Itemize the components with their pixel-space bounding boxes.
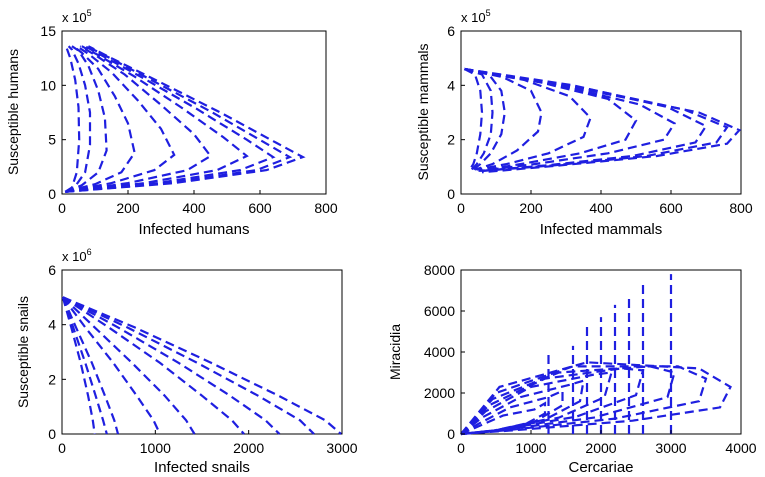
series-line-4 [464,67,543,171]
axes-box [460,269,742,435]
y-tick-label: 4 [447,77,455,93]
x-tick-label: 0 [457,440,465,456]
series-line-4 [65,45,136,193]
y-ticks: 0 5 10 15 [40,23,66,202]
y-tick-label: 4000 [424,344,455,360]
series-line-3 [464,67,506,171]
series-line-10 [464,67,742,174]
series-line-10 [65,45,306,193]
y-ticks: 0 2 4 6 [48,262,66,442]
y-tick-label: 0 [447,186,455,202]
x-tick-label: 0 [58,440,66,456]
series-line-9 [62,296,342,435]
x-tick-label: 400 [182,200,206,216]
multiplier-label: x 105 [461,8,491,25]
x-tick-label: 2000 [233,440,264,456]
y-tick-label: 4 [48,317,56,333]
series-group [463,67,742,174]
x-tick-label: 600 [248,200,272,216]
x-tick-label: 2000 [585,440,616,456]
series-line-2 [64,45,92,193]
x-tick-label: 400 [589,200,613,216]
series-line-9 [464,67,729,172]
y-tick-label: 8000 [424,262,455,278]
x-ticks: 0 1000 2000 3000 [58,430,358,456]
panel-miracidia-vs-cercariae: 0 1000 2000 3000 4000 0 2000 4000 6000 8000 Cerc… [387,262,757,476]
y-axis-label: Susceptible snails [15,296,31,408]
series-line-8 [464,67,708,172]
x-tick-label: 200 [519,200,543,216]
x-tick-label: 0 [58,200,66,216]
y-axis-label: Susceptible mammals [415,44,431,181]
x-axis-label: Infected mammals [540,221,663,238]
axes-box [61,269,343,435]
series-group [460,274,732,436]
x-tick-label: 600 [659,200,683,216]
y-tick-label: 6000 [424,303,455,319]
x-tick-label: 3000 [326,440,357,456]
y-tick-label: 15 [40,23,56,39]
series-line-2 [464,67,494,171]
x-tick-label: 800 [314,200,338,216]
series-line-3 [460,379,585,436]
panel-susceptible-vs-infected-humans: 0 200 400 600 800 0 5 10 15 x 105 Infected huma… [5,8,338,238]
x-axis-label: Cercariae [568,459,633,476]
y-tick-label: 0 [48,426,56,442]
series-line-1 [61,297,96,435]
x-tick-label: 1000 [140,440,171,456]
y-tick-label: 6 [48,262,56,278]
series-line-3 [64,45,108,193]
x-ticks: 0 1000 2000 3000 4000 [457,430,757,456]
series-line-2 [61,296,108,435]
y-axis-label: Susceptible humans [5,49,21,175]
series-line-7 [460,365,708,436]
series-line-5 [65,45,176,193]
y-tick-label: 2000 [424,385,455,401]
x-tick-label: 4000 [725,440,756,456]
series-line-8 [62,296,315,435]
y-tick-label: 5 [48,132,56,148]
series-line-6 [62,296,245,435]
series-group [64,45,306,193]
multiplier-label: x 105 [62,8,92,25]
y-tick-label: 0 [48,186,56,202]
series-line-7 [62,296,281,435]
panel-susceptible-vs-infected-snails: 0 1000 2000 3000 0 2 4 6 x 106 Infected snails… [15,247,358,476]
y-ticks: 0 2 4 6 [447,23,465,202]
x-tick-label: 0 [457,200,465,216]
x-tick-label: 200 [116,200,140,216]
x-axis-label: Infected humans [139,221,250,238]
series-line-1 [463,68,484,171]
y-tick-label: 10 [40,77,56,93]
x-ticks: 0 200 400 600 800 [457,190,753,216]
series-line-7 [65,45,249,193]
y-tick-label: 2 [48,371,56,387]
x-axis-label: Infected snails [154,459,250,476]
x-tick-label: 800 [729,200,753,216]
series-line-3 [61,296,120,435]
y-tick-label: 2 [447,132,455,148]
multiplier-label: x 106 [62,247,92,264]
series-line-1 [64,45,81,193]
x-ticks: 0 200 400 600 800 [58,190,338,216]
x-tick-label: 1000 [515,440,546,456]
series-line-4 [62,296,161,435]
series-group [61,296,342,435]
y-tick-label: 6 [447,23,455,39]
y-tick-label: 0 [447,426,455,442]
y-axis-label: Miracidia [387,324,403,380]
y-ticks: 0 2000 4000 6000 8000 [424,262,465,442]
x-tick-label: 3000 [655,440,686,456]
panel-susceptible-vs-infected-mammals: 0 200 400 600 800 0 2 4 6 x 105 Infected mammal… [415,8,753,238]
series-line-8 [65,45,276,193]
series-line-6 [460,365,676,436]
series-line-5 [62,296,196,435]
series-line-4 [460,371,614,436]
series-line-8 [460,361,732,436]
series-line-7 [464,67,677,172]
